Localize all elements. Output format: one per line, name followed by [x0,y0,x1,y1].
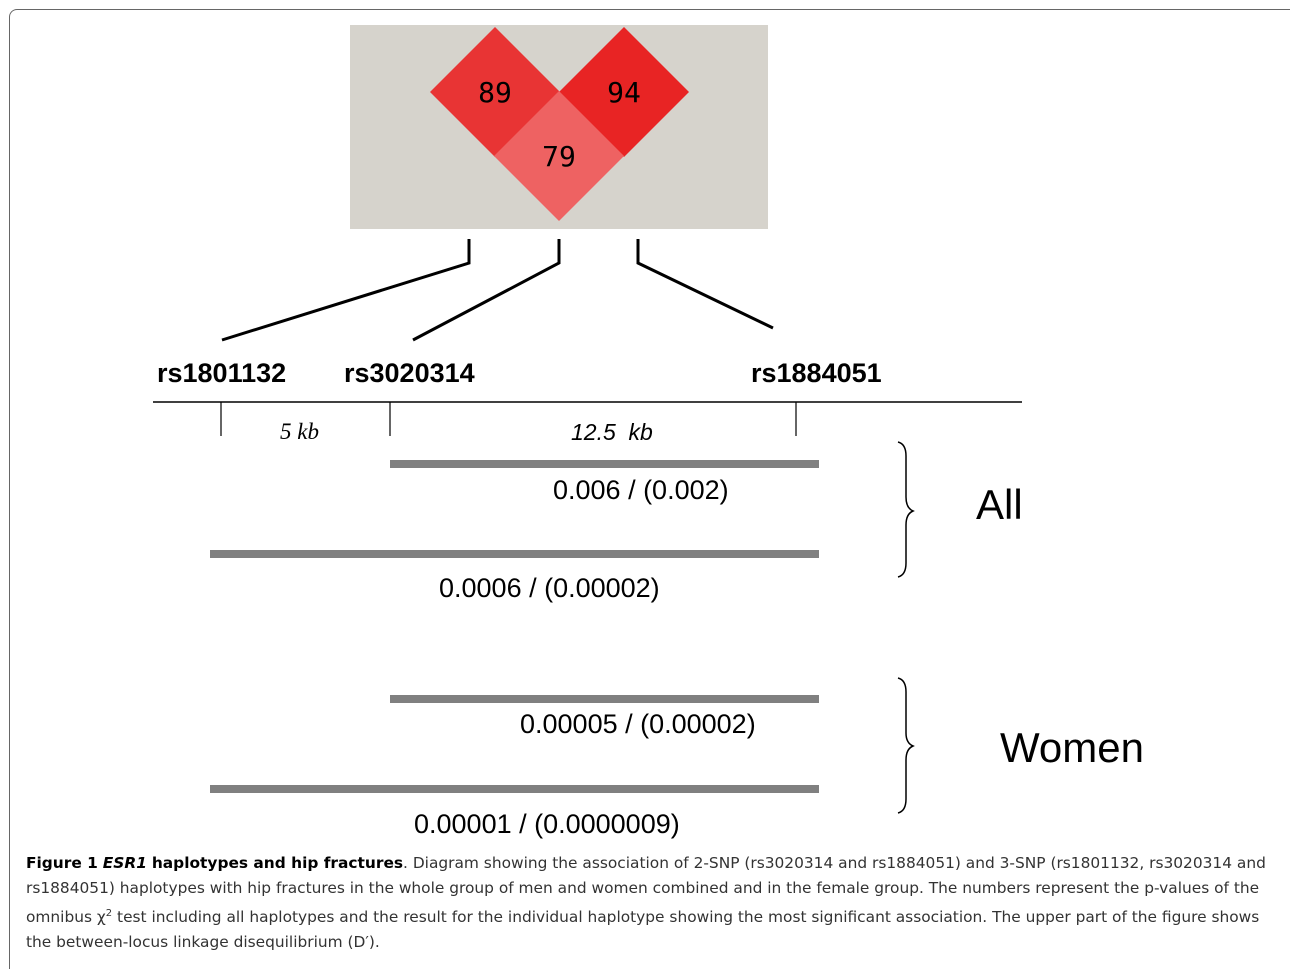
caption-gene: ESR1 [102,854,147,872]
haplotype-bar-3snp-all [210,550,819,558]
brace-women [897,677,915,814]
snp-label-rs1801132: rs1801132 [157,358,287,388]
pvalue-2snp-women: 0.00005 / (0.00002) [520,709,756,739]
brace-all [897,441,915,578]
pvalue-3snp-women: 0.00001 / (0.0000009) [414,809,680,839]
caption-superscript: 2 [105,908,113,919]
pvalue-3snp-all: 0.0006 / (0.00002) [439,573,660,603]
snp-label-rs1884051: rs1884051 [751,358,882,388]
snp-label-rs3020314: rs3020314 [344,358,475,388]
connector-line-rs1801132 [221,239,471,342]
ld-value: 79 [542,139,576,173]
caption-figure-label: Figure 1 [26,854,98,872]
caption-title: haplotypes and hip fractures [151,854,404,872]
caption-chi: χ [96,908,106,927]
ld-value: 94 [607,75,641,109]
caption-body-1: . Diagram showing the association of 2-S… [26,854,1266,927]
haplotype-bar-2snp-all [390,460,819,468]
pvalue-2snp-all: 0.006 / (0.002) [553,475,729,505]
figure-caption: Figure 1 ESR1 haplotypes and hip fractur… [26,851,1281,955]
group-label-all: All [976,481,1023,528]
connector-line-rs1884051 [636,239,774,330]
connector-line-rs3020314 [412,239,561,342]
haplotype-bar-2snp-women [390,695,819,703]
ld-heatmap: 89 94 79 [350,25,768,229]
caption-body-2: test including all haplotypes and the re… [26,908,1260,952]
figure-frame [9,9,1290,969]
group-label-women: Women [1000,724,1144,771]
haplotype-bar-3snp-women [210,785,819,793]
distance-label-12-5kb: 12.5 kb [571,419,653,445]
ld-value: 89 [478,75,512,109]
distance-label-5kb: 5 kb [280,419,319,444]
